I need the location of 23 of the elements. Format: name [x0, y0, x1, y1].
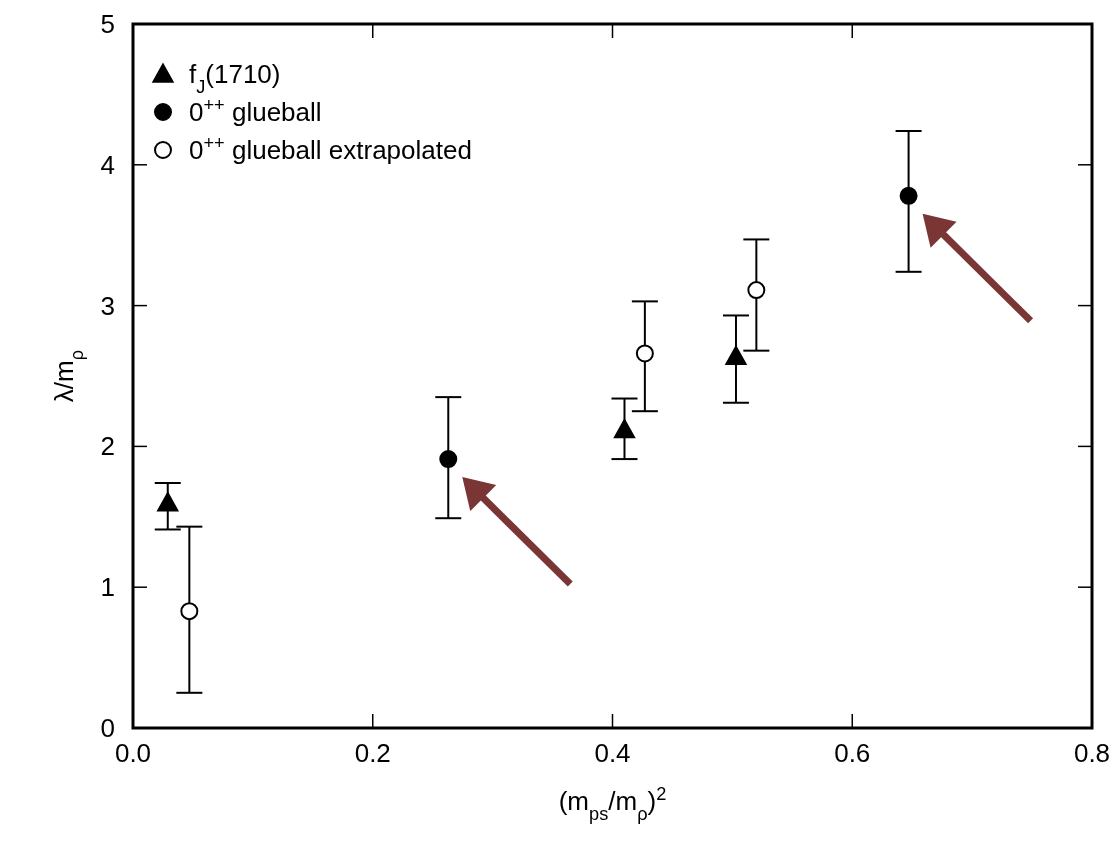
point: [725, 345, 747, 366]
legend-label: 0$^{++}$ glueball extrapolated: [189, 133, 472, 165]
point: [635, 344, 654, 363]
legend-label: 0$^{++}$ glueball: [189, 95, 322, 127]
y-tick-label: 3: [100, 290, 115, 321]
y-tick-label: 5: [100, 9, 115, 39]
x-tick-label: 0.2: [354, 738, 391, 768]
y-tick-label: 1: [100, 572, 115, 603]
point: [439, 450, 458, 469]
x-tick-label: 0.0: [114, 738, 152, 768]
legend-label: f$_{J}$(1710): [189, 59, 281, 97]
x-axis-title: (m$_{ps}$/m$_{ρ}$)$^{2}$: [558, 784, 667, 824]
x-tick-label: 0.6: [834, 738, 871, 768]
x-tick-label: 0.4: [594, 738, 631, 768]
point: [747, 281, 766, 300]
point: [899, 186, 918, 205]
y-tick-label: 0: [100, 713, 115, 743]
point: [180, 602, 199, 621]
point: [613, 418, 636, 439]
point: [157, 491, 179, 512]
y-tick-label: 4: [100, 149, 115, 180]
y-tick-label: 2: [100, 431, 115, 462]
x-tick-label: 0.8: [1073, 738, 1111, 768]
